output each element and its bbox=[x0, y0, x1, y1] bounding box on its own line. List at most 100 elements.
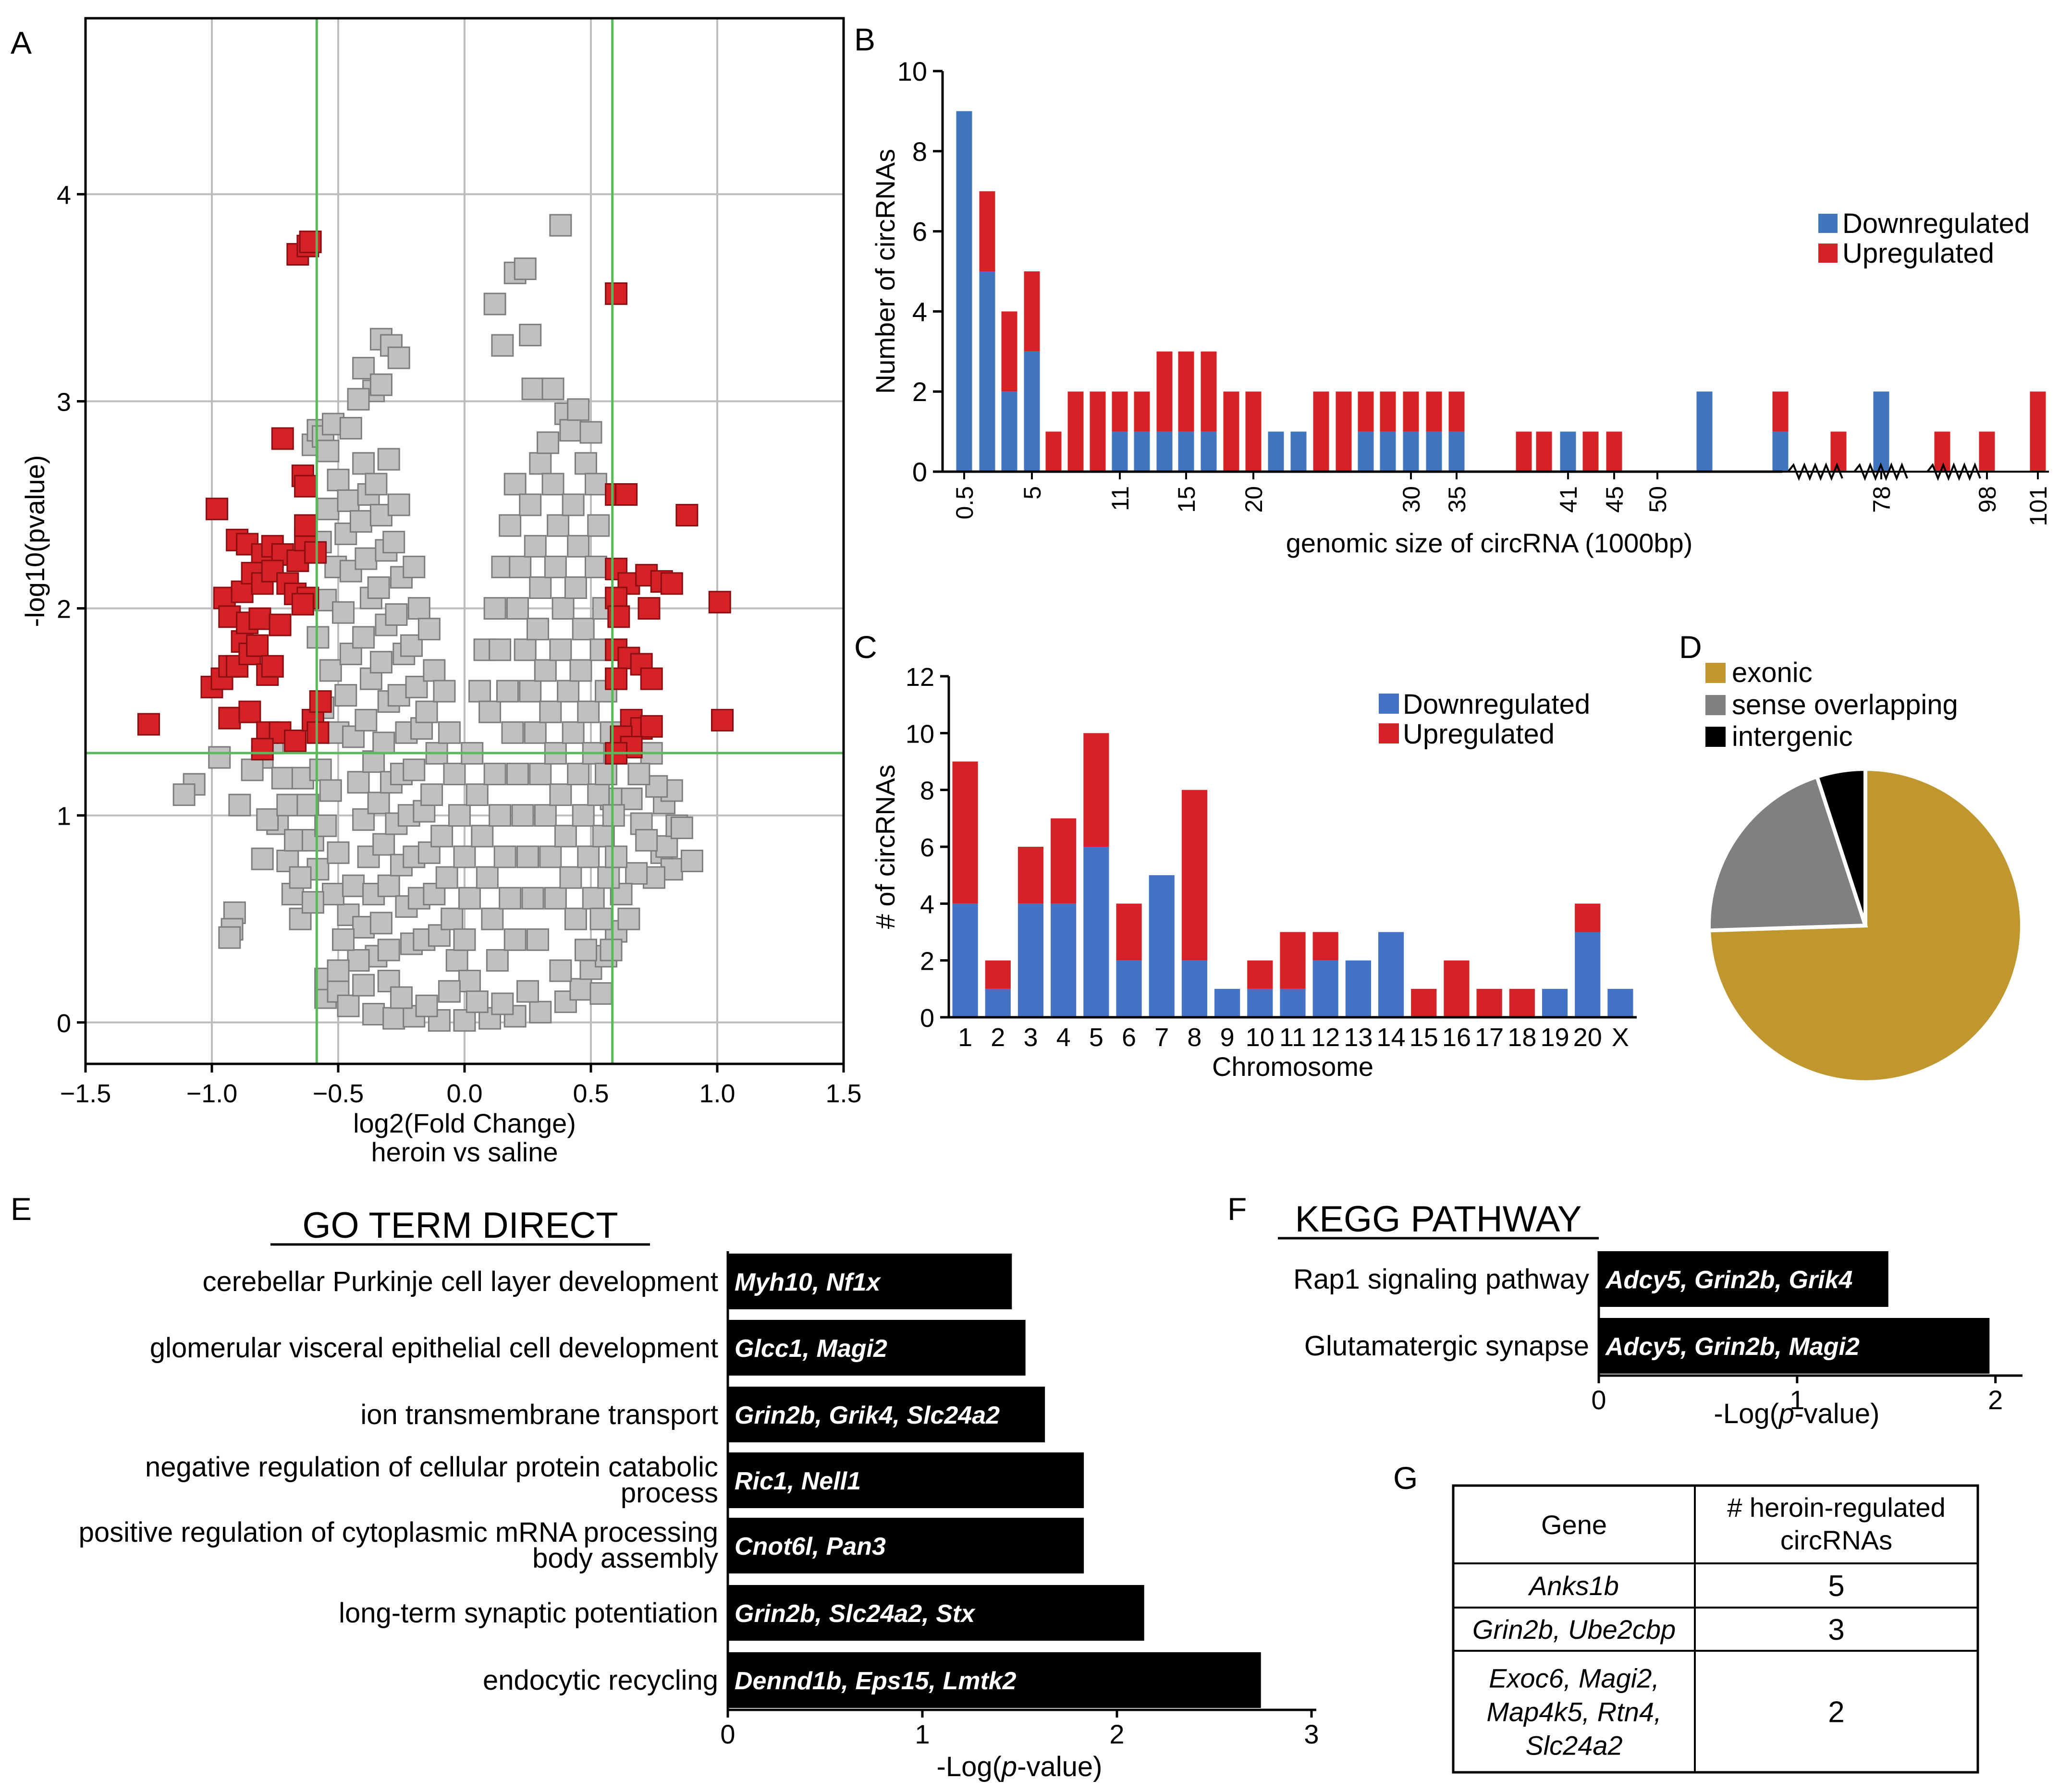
pie-slice bbox=[1707, 774, 1868, 933]
panel-letter-c: C bbox=[854, 629, 877, 665]
volcano-point-gray bbox=[407, 597, 430, 620]
volcano-point-gray bbox=[569, 978, 592, 1001]
go-term-bar-chart: GO TERM DIRECT Myh10, Nf1x cerebellar Purk… bbox=[79, 1205, 1319, 1782]
x-tick-label: 1 bbox=[958, 1023, 972, 1052]
bar-down bbox=[1772, 431, 1789, 472]
legend-label-up: Upregulated bbox=[1403, 719, 1555, 750]
volcano-point-gray bbox=[600, 939, 623, 962]
bar-up bbox=[2030, 391, 2046, 472]
volcano-point-gray bbox=[289, 866, 312, 889]
volcano-point-gray bbox=[635, 829, 658, 852]
legend-label-down: Downregulated bbox=[1403, 689, 1590, 720]
x-axis-label: -Log(p-value) bbox=[1714, 1398, 1880, 1429]
bar-up bbox=[1312, 932, 1338, 961]
volcano-point-gray bbox=[453, 845, 476, 868]
volcano-point-red bbox=[218, 707, 241, 730]
volcano-point-gray bbox=[443, 762, 466, 785]
bar-up bbox=[1112, 391, 1128, 432]
panel-letter-g: G bbox=[1393, 1460, 1418, 1496]
volcano-point-gray bbox=[541, 473, 564, 496]
volcano-point-gray bbox=[514, 638, 537, 661]
bar-down bbox=[985, 988, 1011, 1017]
bar-down bbox=[1575, 932, 1601, 1017]
bar-down bbox=[1024, 351, 1040, 472]
x-tick-label: 20 bbox=[1240, 486, 1267, 513]
y-tick-label: 10 bbox=[906, 719, 934, 748]
x-tick-label: 78 bbox=[1868, 486, 1895, 513]
bar-up bbox=[1051, 818, 1077, 904]
volcano-point-gray bbox=[567, 535, 590, 558]
panel-title: GO TERM DIRECT bbox=[302, 1205, 618, 1246]
volcano-point-gray bbox=[529, 576, 552, 599]
volcano-point-gray bbox=[564, 907, 587, 930]
volcano-point-gray bbox=[552, 597, 575, 620]
volcano-point-gray bbox=[377, 970, 400, 993]
panel-letter-f: F bbox=[1227, 1191, 1247, 1227]
volcano-point-red bbox=[304, 541, 327, 564]
volcano-point-red bbox=[291, 593, 314, 616]
volcano-point-gray bbox=[486, 949, 509, 972]
y-tick-label: 0 bbox=[920, 1004, 934, 1033]
y-tick-label: 12 bbox=[906, 663, 934, 692]
volcano-point-gray bbox=[549, 783, 572, 806]
volcano-point-gray bbox=[256, 808, 279, 831]
volcano-point-gray bbox=[524, 721, 547, 744]
x-tick-label: 0 bbox=[720, 1719, 735, 1749]
category-label: ion transmembrane transport bbox=[360, 1399, 718, 1430]
volcano-point-red bbox=[309, 690, 332, 713]
volcano-point-gray bbox=[372, 731, 395, 755]
bar-gene-label: Dennd1b, Eps15, Lmtk2 bbox=[735, 1667, 1017, 1695]
pie-slice bbox=[1814, 767, 1867, 926]
volcano-point-gray bbox=[501, 721, 524, 744]
volcano-point-gray bbox=[377, 874, 400, 897]
volcano-point-gray bbox=[567, 762, 590, 785]
x-tick-label: 101 bbox=[2025, 486, 2052, 526]
x-tick-label: 2 bbox=[1988, 1385, 2003, 1415]
volcano-point-gray bbox=[564, 576, 587, 599]
volcano-point-gray bbox=[430, 825, 453, 848]
bar-gene-label: Adcy5, Grin2b, Grik4 bbox=[1605, 1266, 1852, 1294]
volcano-point-red bbox=[605, 282, 628, 305]
volcano-point-gray bbox=[519, 324, 542, 347]
volcano-point-red bbox=[711, 708, 734, 731]
bar bbox=[728, 1320, 1026, 1376]
volcano-point-gray bbox=[369, 912, 392, 935]
table-header-count: circRNAs bbox=[1780, 1525, 1892, 1555]
bar-down bbox=[1112, 431, 1128, 472]
volcano-point-red bbox=[640, 715, 663, 738]
volcano-point-gray bbox=[468, 680, 491, 703]
volcano-point-gray bbox=[355, 547, 378, 570]
y-tick-label: 0 bbox=[57, 1009, 71, 1038]
volcano-point-gray bbox=[369, 373, 392, 396]
x-tick-label: 0.5 bbox=[573, 1079, 609, 1108]
bar-down bbox=[1560, 431, 1576, 472]
volcano-point-gray bbox=[387, 493, 410, 516]
bar-down bbox=[1051, 903, 1077, 1017]
volcano-point-gray bbox=[499, 887, 522, 910]
category-label: cerebellar Purkinje cell layer developme… bbox=[202, 1266, 718, 1297]
volcano-point-red bbox=[605, 667, 628, 690]
bar-up bbox=[1134, 391, 1150, 432]
volcano-point-gray bbox=[458, 970, 481, 993]
bar-up bbox=[1313, 391, 1329, 472]
bar-down bbox=[1268, 431, 1284, 472]
x-tick-label: 5 bbox=[1019, 486, 1046, 500]
y-tick-label: 8 bbox=[912, 136, 927, 167]
bar-down bbox=[1083, 847, 1109, 1017]
y-tick-label: 2 bbox=[920, 947, 934, 976]
bar-up bbox=[1280, 932, 1306, 989]
x-tick-label: 11 bbox=[1107, 486, 1134, 511]
table-cell-gene: Grin2b, Ube2cbp bbox=[1472, 1614, 1676, 1645]
x-tick-label: 19 bbox=[1540, 1023, 1569, 1052]
bar-gene-label: Cnot6l, Pan3 bbox=[735, 1533, 886, 1560]
y-tick-label: 1 bbox=[57, 802, 71, 831]
category-label: process bbox=[621, 1477, 718, 1509]
volcano-point-gray bbox=[670, 817, 693, 840]
x-tick-label: 1 bbox=[1789, 1385, 1804, 1415]
y-tick-label: 3 bbox=[57, 388, 71, 417]
bar-up bbox=[979, 191, 995, 271]
volcano-point-gray bbox=[228, 793, 251, 817]
volcano-point-red bbox=[294, 475, 317, 498]
volcano-point-red bbox=[708, 591, 731, 614]
